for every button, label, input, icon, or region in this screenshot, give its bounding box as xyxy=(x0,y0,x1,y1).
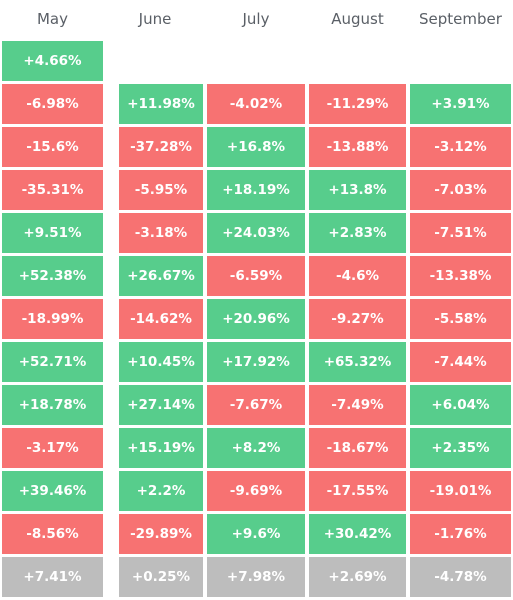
table-cell: +2.35% xyxy=(410,428,511,468)
table-cell: +10.45% xyxy=(119,342,203,382)
summary-cell: +2.69% xyxy=(309,557,406,597)
table-cell: -6.59% xyxy=(207,256,305,296)
table-cell: -3.12% xyxy=(410,127,511,167)
table-cell: -9.69% xyxy=(207,471,305,511)
table-cell: -7.51% xyxy=(410,213,511,253)
table-cell: +4.66% xyxy=(2,41,103,81)
table-cell: +2.83% xyxy=(309,213,406,253)
column-header-september: September xyxy=(419,10,502,28)
table-cell: -6.98% xyxy=(2,84,103,124)
table-cell: -15.6% xyxy=(2,127,103,167)
table-cell: -7.49% xyxy=(309,385,406,425)
table-cell: -17.55% xyxy=(309,471,406,511)
table-cell: +52.38% xyxy=(2,256,103,296)
table-cell: +24.03% xyxy=(207,213,305,253)
table-cell: +8.2% xyxy=(207,428,305,468)
table-cell: +39.46% xyxy=(2,471,103,511)
table-cell: -18.99% xyxy=(2,299,103,339)
column-header-july: July xyxy=(242,10,270,28)
table-cell: -13.38% xyxy=(410,256,511,296)
table-cell: +65.32% xyxy=(309,342,406,382)
table-cell: +18.78% xyxy=(2,385,103,425)
table-cell: +20.96% xyxy=(207,299,305,339)
table-cell: +26.67% xyxy=(119,256,203,296)
table-cell: -8.56% xyxy=(2,514,103,554)
table-cell: -35.31% xyxy=(2,170,103,210)
summary-cell: +7.98% xyxy=(207,557,305,597)
table-cell: -29.89% xyxy=(119,514,203,554)
table-cell: -5.95% xyxy=(119,170,203,210)
table-cell: -7.67% xyxy=(207,385,305,425)
table-cell: -7.03% xyxy=(410,170,511,210)
table-cell: +30.42% xyxy=(309,514,406,554)
summary-cell: +0.25% xyxy=(119,557,203,597)
table-cell: -3.17% xyxy=(2,428,103,468)
table-cell: -1.76% xyxy=(410,514,511,554)
table-cell: +11.98% xyxy=(119,84,203,124)
table-cell: -13.88% xyxy=(309,127,406,167)
table-header-row: May June July August September xyxy=(0,0,513,38)
table-cell: -5.58% xyxy=(410,299,511,339)
table-cell: +15.19% xyxy=(119,428,203,468)
table-cell: +9.51% xyxy=(2,213,103,253)
table-cell: -14.62% xyxy=(119,299,203,339)
column-header-june: June xyxy=(138,10,172,28)
table-cell: +2.2% xyxy=(119,471,203,511)
table-cell: +18.19% xyxy=(207,170,305,210)
summary-cell: -4.78% xyxy=(410,557,511,597)
table-cell: +17.92% xyxy=(207,342,305,382)
table-cell: -18.67% xyxy=(309,428,406,468)
summary-cell: +7.41% xyxy=(2,557,103,597)
column-header-august: August xyxy=(331,10,384,28)
table-cell: -4.6% xyxy=(309,256,406,296)
table-cell: -9.27% xyxy=(309,299,406,339)
table-cell: -4.02% xyxy=(207,84,305,124)
table-cell: +9.6% xyxy=(207,514,305,554)
table-cell: -19.01% xyxy=(410,471,511,511)
table-cell: +52.71% xyxy=(2,342,103,382)
table-cell: +3.91% xyxy=(410,84,511,124)
table-cell: +13.8% xyxy=(309,170,406,210)
table-cell: -7.44% xyxy=(410,342,511,382)
table-cell: +27.14% xyxy=(119,385,203,425)
table-cell: +6.04% xyxy=(410,385,511,425)
table-cell: -11.29% xyxy=(309,84,406,124)
column-header-may: May xyxy=(36,10,68,28)
table-cell: -37.28% xyxy=(119,127,203,167)
table-cell: -3.18% xyxy=(119,213,203,253)
table-cell: +16.8% xyxy=(207,127,305,167)
